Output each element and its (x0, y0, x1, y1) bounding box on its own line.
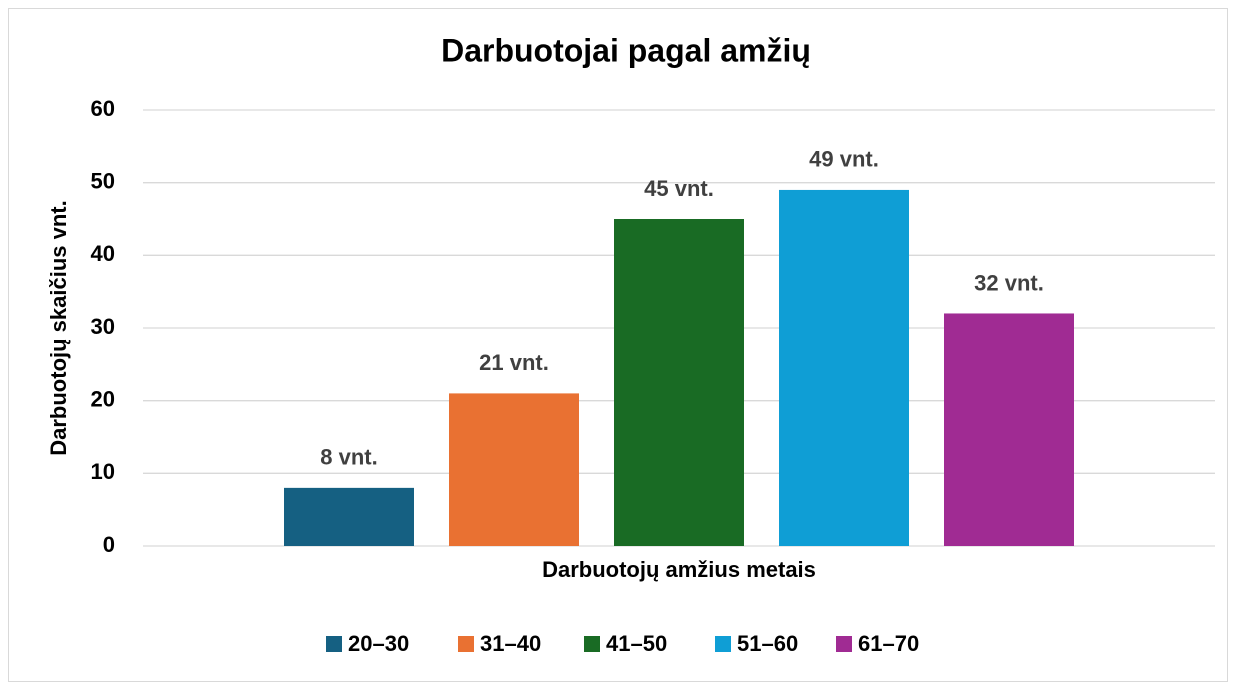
bar (944, 313, 1074, 546)
legend-swatch (715, 636, 731, 652)
y-tick-label: 50 (91, 168, 115, 193)
data-label: 21 vnt. (479, 350, 549, 375)
chart-title: Darbuotojai pagal amžių (441, 32, 811, 68)
data-label: 8 vnt. (320, 445, 377, 470)
legend-swatch (836, 636, 852, 652)
legend-label: 61–70 (858, 631, 919, 656)
legend-label: 51–60 (737, 631, 798, 656)
data-label: 49 vnt. (809, 147, 879, 172)
x-axis-label: Darbuotojų amžius metais (542, 557, 816, 582)
y-tick-label: 0 (103, 532, 115, 557)
y-tick-label: 60 (91, 96, 115, 121)
legend-swatch (326, 636, 342, 652)
y-tick-label: 40 (91, 241, 115, 266)
y-tick-label: 20 (91, 386, 115, 411)
y-axis-label: Darbuotojų skaičius vnt. (46, 200, 71, 456)
legend-label: 31–40 (480, 631, 541, 656)
legend-swatch (458, 636, 474, 652)
data-label: 32 vnt. (974, 270, 1044, 295)
bar (284, 487, 414, 546)
bar (449, 393, 579, 546)
legend-swatch (584, 636, 600, 652)
bar (779, 189, 909, 546)
y-tick-label: 30 (91, 314, 115, 339)
bar (614, 219, 744, 546)
y-tick-label: 10 (91, 459, 115, 484)
data-label: 45 vnt. (644, 176, 714, 201)
legend-label: 41–50 (606, 631, 667, 656)
legend-label: 20–30 (348, 631, 409, 656)
